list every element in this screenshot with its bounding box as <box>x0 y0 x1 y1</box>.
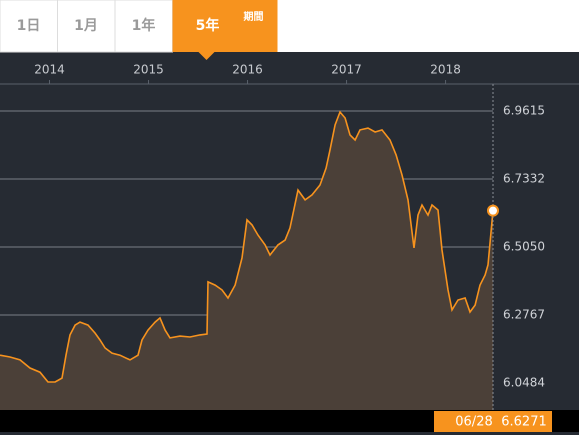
y-tick-label: 6.0484 <box>503 376 545 390</box>
last-value: 6.6271 <box>501 415 547 430</box>
y-tick-label: 6.9615 <box>503 103 545 117</box>
last-point <box>487 204 499 217</box>
tab-label[interactable]: 1月 <box>74 18 98 34</box>
tab-label[interactable]: 1年 <box>132 17 156 34</box>
price-line <box>0 110 494 383</box>
tab-label[interactable]: 5年 <box>196 17 220 34</box>
tab-pointer <box>198 52 215 60</box>
y-tick-label: 6.2767 <box>503 308 545 322</box>
tab-bar: 1日 1月 1年 5年 期間 <box>0 0 278 53</box>
x-tick-label: 2015 <box>133 63 164 77</box>
tab[interactable] <box>114 0 173 53</box>
range-label[interactable]: 期間 <box>244 10 264 23</box>
tab[interactable] <box>0 0 58 53</box>
y-tick-label: 6.7332 <box>503 171 545 185</box>
y-tick-label: 6.5050 <box>503 240 545 254</box>
last-label-box <box>434 411 552 432</box>
area-fill <box>0 112 493 410</box>
last-date: 06/28 <box>455 415 492 430</box>
tab[interactable] <box>172 0 278 52</box>
x-tick-label: 2014 <box>34 63 65 77</box>
x-tick-label: 2017 <box>331 63 362 77</box>
x-tick-label: 2018 <box>430 63 461 77</box>
x-tick-label: 2016 <box>232 63 263 77</box>
tab-label[interactable]: 1日 <box>17 18 41 34</box>
